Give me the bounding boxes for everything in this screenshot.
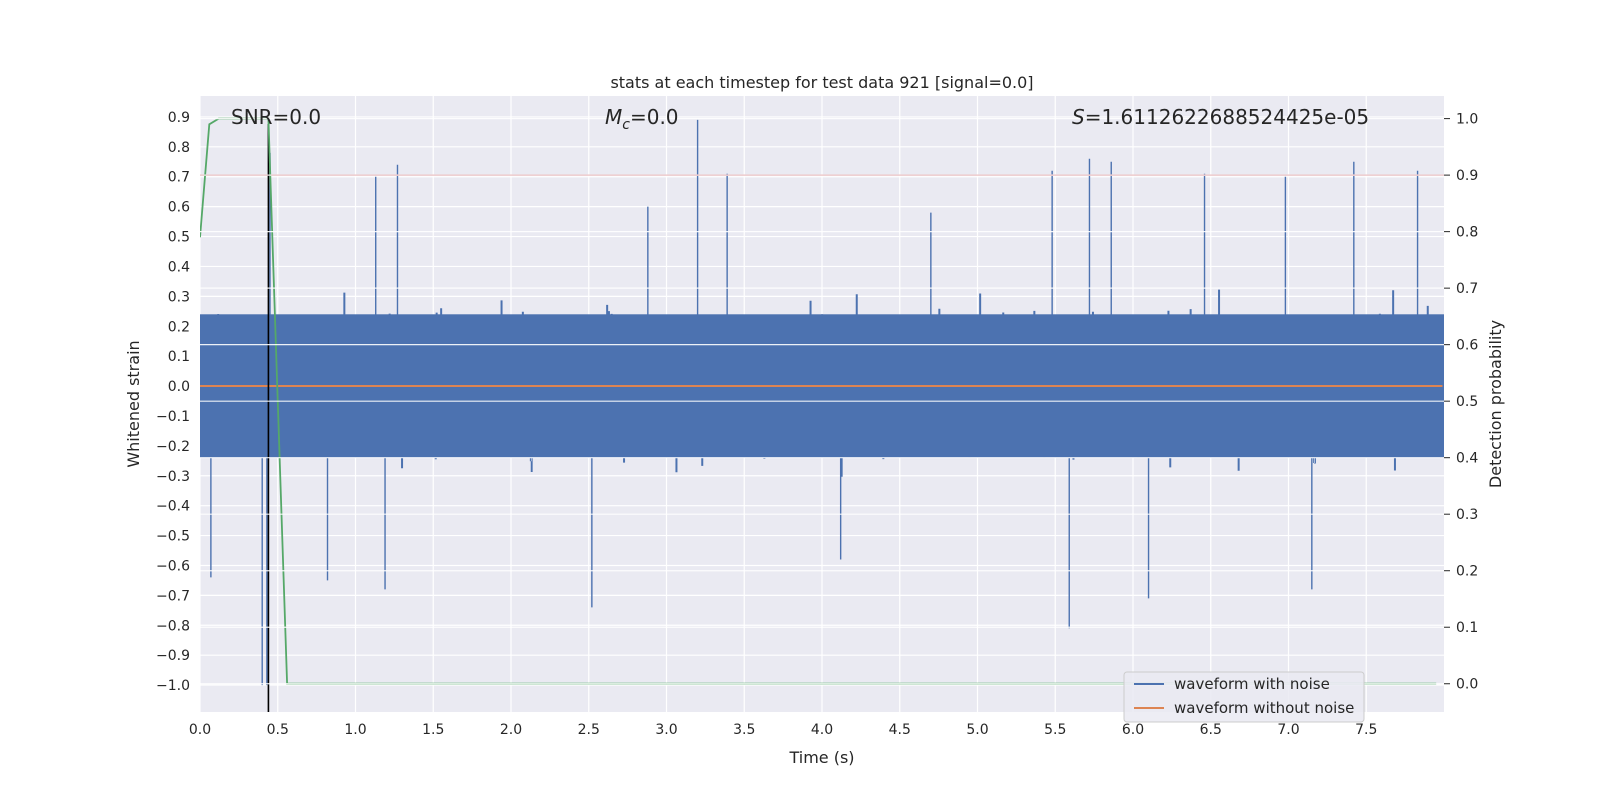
y-axis-label-right: Detection probability [1486, 320, 1505, 488]
y-right-tick-label: 0.1 [1456, 620, 1478, 636]
y-left-tick-label: −0.6 [156, 558, 190, 574]
x-tick-label: 1.0 [344, 722, 366, 738]
y-right-tick-label: 0.4 [1456, 451, 1478, 467]
x-tick-label: 7.0 [1277, 722, 1299, 738]
s-annotation: S=1.6112622688524425e-05 [1072, 105, 1369, 129]
chart-title: stats at each timestep for test data 921… [610, 73, 1033, 92]
y-left-tick-label: 0.4 [168, 259, 190, 275]
y-left-tick-label: −0.7 [156, 588, 190, 604]
x-tick-label: 6.5 [1200, 722, 1222, 738]
x-tick-label: 4.0 [811, 722, 833, 738]
s-symbol: S [1072, 105, 1085, 129]
y-left-tick-label: 0.2 [168, 319, 190, 335]
y-left-tick-label: 0.5 [168, 230, 190, 246]
x-tick-label: 4.5 [889, 722, 911, 738]
y-left-tick-label: 0.7 [168, 170, 190, 186]
y-left-tick-label: 0.6 [168, 200, 190, 216]
y-right-tick-label: 0.6 [1456, 338, 1478, 354]
y-right-tick-label: 0.5 [1456, 394, 1478, 410]
y-left-tick-label: −0.1 [156, 409, 190, 425]
y-left-tick-label: −0.9 [156, 648, 190, 664]
x-tick-label: 2.5 [578, 722, 600, 738]
y-right-tick-label: 1.0 [1456, 112, 1478, 128]
snr-annotation: SNR=0.0 [231, 105, 321, 129]
y-right-tick-label: 0.2 [1456, 564, 1478, 580]
x-tick-label: 7.5 [1355, 722, 1377, 738]
tick-labels: 0.0 0.5 1.0 1.5 2.0 2.5 3.0 3.5 4.0 4.5 5.0 5.5 6.0 6… [156, 110, 1478, 738]
legend-box [1123, 671, 1365, 723]
y-right-tick-label: 0.7 [1456, 281, 1478, 297]
y-right-tick-label: 0.3 [1456, 507, 1478, 523]
y-left-tick-label: −0.8 [156, 618, 190, 634]
y-right-tick-label: 0.9 [1456, 168, 1478, 184]
y-left-tick-label: 0.1 [168, 349, 190, 365]
x-tick-label: 2.0 [500, 722, 522, 738]
y-left-tick-label: 0.9 [168, 110, 190, 126]
chirp-mass-symbol: M [605, 105, 622, 129]
y-right-tick-label: 0.8 [1456, 225, 1478, 241]
y-left-tick-label: −0.3 [156, 469, 190, 485]
y-left-tick-label: −0.4 [156, 499, 190, 515]
x-tick-label: 1.5 [422, 722, 444, 738]
chirp-mass-annotation: Mc=0.0 [605, 105, 679, 133]
y-axis-label-left: Whitened strain [124, 340, 143, 467]
s-value: =1.6112622688524425e-05 [1085, 105, 1369, 129]
legend: waveform with noise waveform without noi… [1123, 671, 1365, 723]
x-tick-label: 3.5 [733, 722, 755, 738]
y-left-tick-label: 0.3 [168, 289, 190, 305]
legend-label-noise: waveform with noise [1174, 675, 1330, 693]
y-left-tick-label: −1.0 [156, 678, 190, 694]
chirp-mass-subscript: c [622, 117, 630, 133]
y-right-tick-label: 0.0 [1456, 677, 1478, 693]
y-left-tick-label: 0.0 [168, 379, 190, 395]
x-tick-label: 5.0 [966, 722, 988, 738]
y-left-tick-label: −0.2 [156, 439, 190, 455]
x-axis-label: Time (s) [788, 748, 854, 767]
y-left-tick-label: −0.5 [156, 529, 190, 545]
x-tick-label: 5.5 [1044, 722, 1066, 738]
y-left-tick-label: 0.8 [168, 140, 190, 156]
legend-label-clean: waveform without noise [1174, 699, 1354, 717]
chirp-mass-value: =0.0 [630, 105, 679, 129]
x-tick-label: 0.0 [189, 722, 211, 738]
x-tick-label: 3.0 [655, 722, 677, 738]
x-tick-label: 6.0 [1122, 722, 1144, 738]
x-tick-label: 0.5 [267, 722, 289, 738]
